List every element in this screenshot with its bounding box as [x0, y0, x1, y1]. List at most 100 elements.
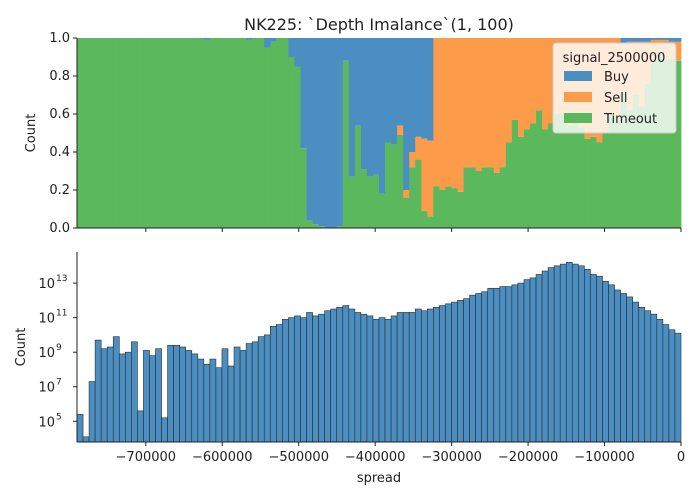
- timeout-fill-bin: [306, 220, 313, 228]
- sell-fill-bin: [548, 38, 555, 124]
- top-fill-panel: 0.0 0.2 0.4 0.6 0.8 1.0 Count signal_2500000 Buy…: [24, 31, 682, 236]
- timeout-fill-bin: [638, 106, 646, 228]
- bottom-x-tick-label: 0: [677, 450, 685, 465]
- histogram-bar: [674, 332, 682, 443]
- buy-fill-bin: [620, 38, 628, 44]
- sell-fill-bin: [463, 38, 470, 168]
- histogram-bar: [475, 293, 482, 443]
- timeout-fill-bin: [336, 226, 344, 228]
- timeout-fill-bin: [221, 38, 229, 228]
- timeout-fill-bin: [656, 53, 664, 229]
- buy-fill-bin: [415, 38, 422, 137]
- timeout-fill-bin: [499, 167, 507, 228]
- histogram-bar: [535, 274, 543, 443]
- histogram-bar: [179, 346, 187, 443]
- histogram-bar: [626, 296, 633, 443]
- histogram-bar: [378, 317, 386, 443]
- sell-fill-bin: [439, 38, 446, 190]
- legend-label-sell: Sell: [604, 91, 627, 106]
- bottom-x-tick-label: −400000: [345, 450, 406, 465]
- timeout-fill-bin: [179, 38, 187, 228]
- sell-fill-bin: [409, 152, 416, 168]
- histogram-bar: [342, 305, 350, 443]
- sell-fill-bin: [530, 38, 537, 124]
- histogram-bar: [312, 315, 319, 443]
- buy-fill-bin: [330, 38, 338, 228]
- histogram-bar: [578, 265, 585, 443]
- timeout-fill-bin: [294, 66, 301, 228]
- histogram-bar: [584, 268, 591, 443]
- timeout-fill-bin: [644, 83, 652, 228]
- timeout-fill-bin: [246, 39, 253, 229]
- top-y-tick-label: 0.4: [49, 145, 70, 160]
- timeout-fill-bin: [421, 210, 428, 228]
- bottom-y-tick-exponent: 13: [56, 274, 67, 284]
- timeout-fill-bin: [457, 191, 464, 228]
- histogram-bar: [294, 315, 301, 443]
- histogram-bar: [348, 308, 356, 443]
- histogram-bar: [565, 262, 573, 443]
- buy-fill-bin: [336, 38, 344, 227]
- buy-fill-bin: [385, 38, 392, 143]
- timeout-fill-bin: [662, 58, 670, 229]
- timeout-fill-bin: [602, 133, 609, 228]
- timeout-fill-bin: [276, 38, 283, 228]
- buy-fill-bin: [403, 38, 410, 190]
- timeout-fill-bin: [318, 226, 326, 228]
- histogram-bar: [505, 286, 513, 443]
- timeout-fill-bin: [566, 125, 573, 228]
- timeout-fill-bin: [252, 38, 259, 228]
- histogram-bar: [336, 306, 344, 443]
- timeout-fill-bin: [143, 38, 150, 228]
- histogram-bar: [269, 325, 277, 443]
- histogram-bar: [602, 281, 609, 443]
- timeout-fill-bin: [209, 38, 217, 228]
- timeout-fill-bin: [155, 38, 162, 228]
- timeout-fill-bin: [197, 38, 205, 228]
- sell-fill-bin: [403, 190, 410, 198]
- timeout-fill-bin: [505, 142, 513, 228]
- timeout-fill-bin: [650, 60, 658, 228]
- bottom-y-tick-label: 10: [38, 381, 55, 396]
- histogram-bar: [191, 353, 199, 443]
- histogram-bar: [366, 315, 374, 443]
- histogram-bar: [614, 289, 621, 443]
- histogram-bar: [209, 358, 217, 443]
- histogram-bar: [451, 301, 458, 443]
- histogram-bar: [632, 301, 640, 443]
- timeout-fill-bin: [517, 136, 525, 228]
- bottom-y-tick-exponent: 7: [56, 378, 62, 388]
- histogram-bar: [282, 319, 289, 443]
- timeout-fill-bin: [270, 41, 277, 228]
- histogram-bar: [481, 291, 489, 443]
- buy-fill-bin: [318, 38, 326, 227]
- timeout-fill-bin: [264, 47, 271, 228]
- timeout-fill-bin: [626, 110, 634, 228]
- histogram-bar: [197, 358, 205, 443]
- histogram-bar: [88, 381, 96, 443]
- histogram-bar: [644, 310, 652, 443]
- buy-fill-bin: [342, 38, 350, 61]
- histogram-bar: [596, 275, 603, 443]
- histogram-bar: [306, 312, 313, 443]
- buy-fill-bin: [391, 38, 398, 145]
- histogram-bar: [571, 263, 579, 443]
- bottom-y-tick-label: 10: [38, 312, 55, 327]
- histogram-bar: [372, 319, 380, 443]
- bottom-x-axis-label: spread: [357, 471, 401, 486]
- sell-fill-bin: [445, 38, 452, 187]
- bottom-x-tick-label: −500000: [268, 450, 329, 465]
- timeout-fill-bin: [234, 38, 241, 228]
- timeout-fill-bin: [530, 123, 537, 228]
- histogram-bar: [439, 305, 446, 443]
- histogram-bar: [330, 308, 338, 443]
- timeout-fill-bin: [620, 93, 628, 228]
- timeout-fill-bin: [548, 123, 555, 228]
- sell-fill-bin: [397, 125, 404, 135]
- timeout-fill-bin: [342, 60, 350, 228]
- histogram-bar: [463, 298, 470, 443]
- histogram-bar: [263, 334, 271, 443]
- timeout-fill-bin: [493, 172, 501, 228]
- timeout-fill-bin: [487, 167, 495, 228]
- timeout-fill-bin: [119, 38, 126, 228]
